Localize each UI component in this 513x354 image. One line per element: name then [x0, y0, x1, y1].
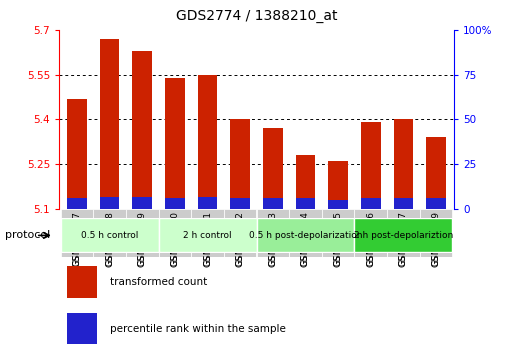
Bar — [426, 137, 446, 209]
Bar — [132, 197, 152, 209]
Text: GSM101752: GSM101752 — [235, 211, 245, 266]
Bar — [263, 129, 283, 209]
Bar — [67, 99, 87, 209]
Bar — [67, 199, 87, 209]
Bar — [361, 199, 381, 209]
Bar — [295, 155, 315, 209]
Bar — [256, 218, 354, 252]
Bar — [93, 209, 126, 257]
Text: transformed count: transformed count — [110, 277, 207, 287]
Bar — [328, 200, 348, 209]
Bar — [165, 78, 185, 209]
Text: GSM101759: GSM101759 — [431, 211, 441, 266]
Text: GSM101751: GSM101751 — [203, 211, 212, 266]
Text: GSM101753: GSM101753 — [268, 211, 278, 266]
Bar — [126, 209, 159, 257]
Text: GSM101755: GSM101755 — [333, 211, 343, 266]
Bar — [61, 209, 93, 257]
Bar — [361, 122, 381, 209]
Bar — [198, 197, 218, 209]
Bar — [328, 161, 348, 209]
Bar — [256, 209, 289, 257]
Text: GSM101750: GSM101750 — [170, 211, 180, 266]
Bar — [198, 75, 218, 209]
Bar — [132, 51, 152, 209]
Text: 2 h post-depolariztion: 2 h post-depolariztion — [354, 231, 453, 240]
Bar — [100, 197, 120, 209]
Text: 0.5 h control: 0.5 h control — [81, 231, 139, 240]
Bar — [354, 209, 387, 257]
Bar — [67, 267, 97, 297]
Text: GSM101748: GSM101748 — [105, 211, 114, 266]
Bar — [322, 209, 354, 257]
Bar — [393, 199, 413, 209]
Bar — [263, 199, 283, 209]
Bar — [387, 209, 420, 257]
Text: GSM101747: GSM101747 — [72, 211, 82, 266]
Text: 2 h control: 2 h control — [183, 231, 232, 240]
Bar — [354, 218, 452, 252]
Bar — [295, 199, 315, 209]
Text: GSM101757: GSM101757 — [399, 211, 408, 266]
Bar — [420, 209, 452, 257]
Bar — [393, 119, 413, 209]
Text: GSM101749: GSM101749 — [138, 211, 147, 266]
Text: GDS2774 / 1388210_at: GDS2774 / 1388210_at — [176, 9, 337, 23]
Bar — [67, 313, 97, 344]
Bar — [159, 209, 191, 257]
Bar — [61, 218, 159, 252]
Text: GSM101756: GSM101756 — [366, 211, 375, 266]
Bar — [100, 39, 120, 209]
Text: percentile rank within the sample: percentile rank within the sample — [110, 324, 286, 334]
Text: GSM101754: GSM101754 — [301, 211, 310, 266]
Bar — [426, 199, 446, 209]
Bar — [230, 199, 250, 209]
Bar — [159, 218, 256, 252]
Bar — [165, 199, 185, 209]
Bar — [230, 119, 250, 209]
Bar — [289, 209, 322, 257]
Bar — [191, 209, 224, 257]
Text: protocol: protocol — [5, 230, 50, 240]
Text: 0.5 h post-depolarization: 0.5 h post-depolarization — [249, 231, 362, 240]
Bar — [224, 209, 256, 257]
